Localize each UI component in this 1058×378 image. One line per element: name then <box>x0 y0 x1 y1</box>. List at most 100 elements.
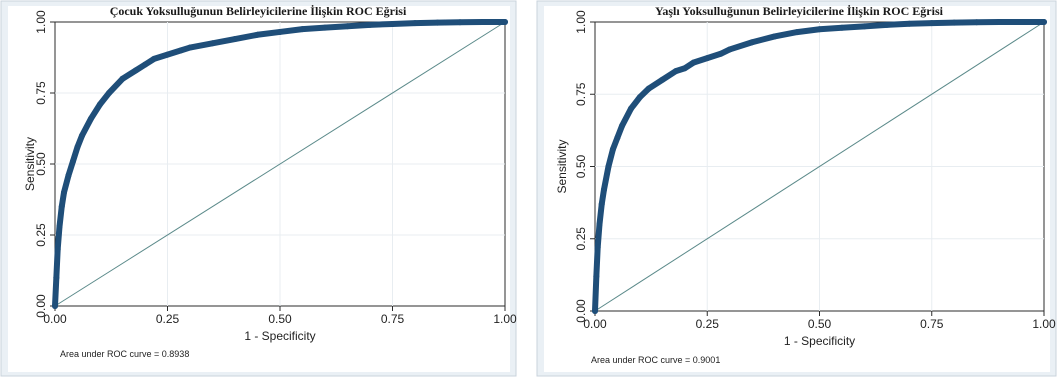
y-tick-label: 0.75 <box>574 82 588 106</box>
reference-line <box>54 21 506 307</box>
chart-title: Çocuk Yoksulluğunun Belirleyicilerine İl… <box>110 4 407 18</box>
roc-point <box>594 244 601 251</box>
roc-point <box>672 68 679 75</box>
y-tick-label: 1.00 <box>34 10 48 34</box>
roc-point <box>209 40 216 47</box>
roc-point <box>277 28 283 35</box>
roc-point <box>614 134 621 141</box>
roc-point <box>717 50 724 57</box>
roc-point <box>178 47 184 54</box>
roc-point <box>79 132 85 139</box>
x-tick-label: 1.00 <box>1032 317 1056 331</box>
roc-point <box>412 20 418 27</box>
roc-point <box>106 90 112 96</box>
y-tick-label: 0.50 <box>574 154 588 178</box>
roc-point <box>232 36 238 43</box>
y-tick-label: 1.00 <box>574 10 588 34</box>
roc-point <box>502 19 508 25</box>
roc-point <box>133 67 139 74</box>
roc-point <box>861 23 868 30</box>
x-tick-label: 0.00 <box>43 312 67 326</box>
roc-chart-child-poverty: 0.00 0.25 0.50 0.75 1.00 0.00 0.25 0.50 0.75 1.00… <box>0 0 518 378</box>
roc-point <box>389 20 396 27</box>
x-axis-label: 1 - Specificity <box>784 334 855 348</box>
roc-point <box>951 19 958 26</box>
y-tick-label: 0.75 <box>34 81 48 105</box>
x-tick-label: 1.00 <box>493 312 517 326</box>
roc-point <box>142 61 148 68</box>
x-tick-label: 0.50 <box>268 312 292 326</box>
roc-point <box>1018 19 1025 25</box>
roc-point <box>151 55 157 62</box>
x-tick-label: 0.25 <box>696 317 720 331</box>
reference-line <box>594 21 1045 312</box>
roc-point <box>636 94 643 101</box>
roc-point <box>928 20 935 27</box>
roc-point <box>593 273 600 280</box>
roc-point <box>299 26 306 33</box>
roc-point <box>65 172 72 179</box>
roc-point <box>56 223 63 230</box>
roc-point <box>645 85 652 92</box>
x-axis-label: 1 - Specificity <box>244 329 315 343</box>
auc-note: Area under ROC curve = 0.8938 <box>60 349 189 359</box>
roc-point <box>367 21 373 28</box>
roc-point <box>704 55 711 62</box>
roc-point <box>74 143 81 150</box>
roc-point <box>605 163 612 170</box>
roc-point <box>618 123 625 130</box>
roc-point <box>58 203 65 210</box>
roc-point <box>54 246 61 253</box>
roc-point <box>816 26 823 33</box>
roc-point <box>600 186 607 193</box>
y-axis-label: Sensitivity <box>555 139 569 193</box>
roc-point <box>187 44 193 51</box>
x-tick-label: 0.75 <box>381 312 405 326</box>
roc-chart-svg: 0.00 0.25 0.50 0.75 1.00 0.00 0.25 0.50 0.75 1.00… <box>0 0 517 377</box>
y-tick-label: 0.25 <box>574 227 588 251</box>
roc-point <box>596 221 603 228</box>
roc-point <box>883 21 890 28</box>
roc-curve <box>592 19 1047 314</box>
roc-chart-svg: 0.00 0.25 0.50 0.75 1.00 0.00 0.25 0.50 0.75 1.00… <box>536 0 1057 377</box>
y-tick-label: 0.25 <box>34 223 48 247</box>
x-tick-label: 0.75 <box>920 317 944 331</box>
roc-point <box>254 31 261 38</box>
y-axis-label: Sensitivity <box>23 137 37 191</box>
y-tick-label: 0.00 <box>34 294 48 318</box>
roc-point <box>973 19 980 26</box>
roc-point <box>88 115 94 122</box>
roc-point <box>70 158 76 165</box>
roc-point <box>457 19 463 26</box>
y-tick-label: 0.00 <box>574 299 588 323</box>
roc-point <box>627 105 634 112</box>
x-tick-label: 0.00 <box>583 317 607 331</box>
chart-title: Yaşlı Yoksulluğunun Belirleyicilerine İl… <box>655 4 944 18</box>
roc-point <box>681 65 688 72</box>
roc-point <box>119 75 126 82</box>
roc-point <box>52 303 58 309</box>
roc-point <box>344 23 351 30</box>
roc-point <box>164 51 171 58</box>
roc-point <box>53 274 60 281</box>
roc-point <box>906 20 913 27</box>
roc-point <box>598 201 605 208</box>
roc-point <box>794 29 801 36</box>
roc-point <box>1041 19 1047 25</box>
roc-point <box>690 59 697 66</box>
roc-point <box>838 24 845 31</box>
roc-point <box>97 101 103 108</box>
roc-point <box>609 146 616 153</box>
roc-point <box>771 33 778 40</box>
roc-point <box>592 308 598 314</box>
auc-note: Area under ROC curve = 0.9001 <box>591 355 720 365</box>
x-tick-label: 0.25 <box>156 312 180 326</box>
roc-point <box>659 76 666 83</box>
roc-curve <box>52 19 508 309</box>
roc-point <box>61 189 67 196</box>
roc-point <box>322 24 328 31</box>
roc-chart-elderly-poverty: 0.00 0.25 0.50 0.75 1.00 0.00 0.25 0.50 0.75 1.00… <box>536 0 1058 378</box>
x-tick-label: 0.50 <box>808 317 832 331</box>
roc-point <box>749 39 756 46</box>
roc-point <box>434 19 441 26</box>
